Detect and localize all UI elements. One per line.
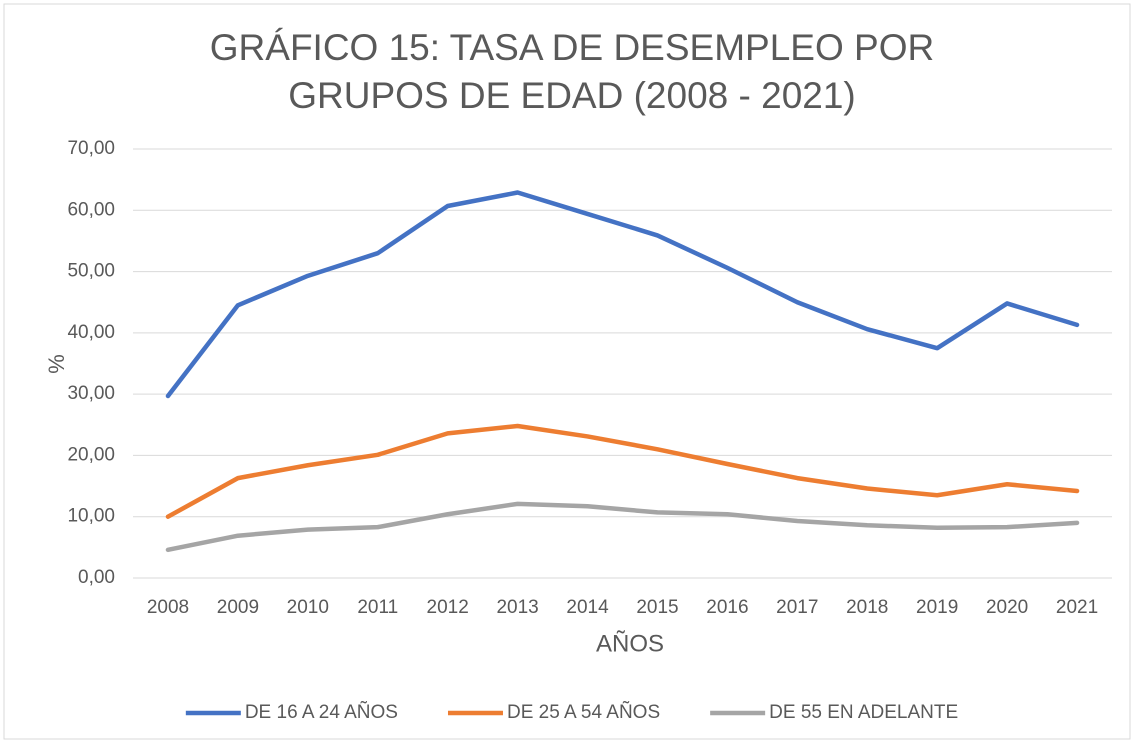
y-tick-label: 40,00 [67, 322, 115, 343]
y-tick-label: 60,00 [67, 199, 115, 220]
y-axis-label: % [44, 354, 69, 374]
y-tick-label: 50,00 [67, 261, 115, 282]
legend-label: DE 55 EN ADELANTE [769, 702, 958, 723]
chart-title: GRUPOS DE EDAD (2008 - 2021) [288, 75, 856, 116]
y-tick-label: 30,00 [67, 383, 115, 404]
x-tick-label: 2019 [916, 597, 958, 618]
y-tick-label: 20,00 [67, 444, 115, 465]
x-tick-label: 2018 [846, 597, 888, 618]
x-axis-label: AÑOS [596, 630, 664, 657]
x-tick-label: 2014 [566, 597, 609, 618]
x-tick-label: 2010 [287, 597, 329, 618]
x-tick-label: 2012 [427, 597, 469, 618]
x-tick-label: 2015 [636, 597, 678, 618]
series-line [165, 423, 1080, 519]
y-tick-label: 10,00 [67, 506, 115, 527]
y-tick-label: 70,00 [67, 138, 115, 159]
x-tick-label: 2011 [357, 597, 398, 618]
x-tick-label: 2008 [147, 597, 189, 618]
series-line [165, 190, 1080, 399]
chart-frame [3, 3, 1131, 740]
series-line [165, 501, 1080, 553]
x-tick-label: 2016 [706, 597, 748, 618]
chart-title: GRÁFICO 15: TASA DE DESEMPLEO POR [210, 27, 934, 68]
legend-label: DE 16 A 24 AÑOS [245, 701, 398, 723]
x-tick-label: 2009 [217, 597, 259, 618]
y-tick-label: 0,00 [78, 567, 115, 588]
x-tick-label: 2020 [986, 597, 1028, 618]
x-tick-label: 2017 [776, 597, 818, 618]
x-tick-label: 2013 [496, 597, 538, 618]
x-tick-label: 2021 [1056, 597, 1098, 618]
legend-label: DE 25 A 54 AÑOS [507, 701, 660, 723]
